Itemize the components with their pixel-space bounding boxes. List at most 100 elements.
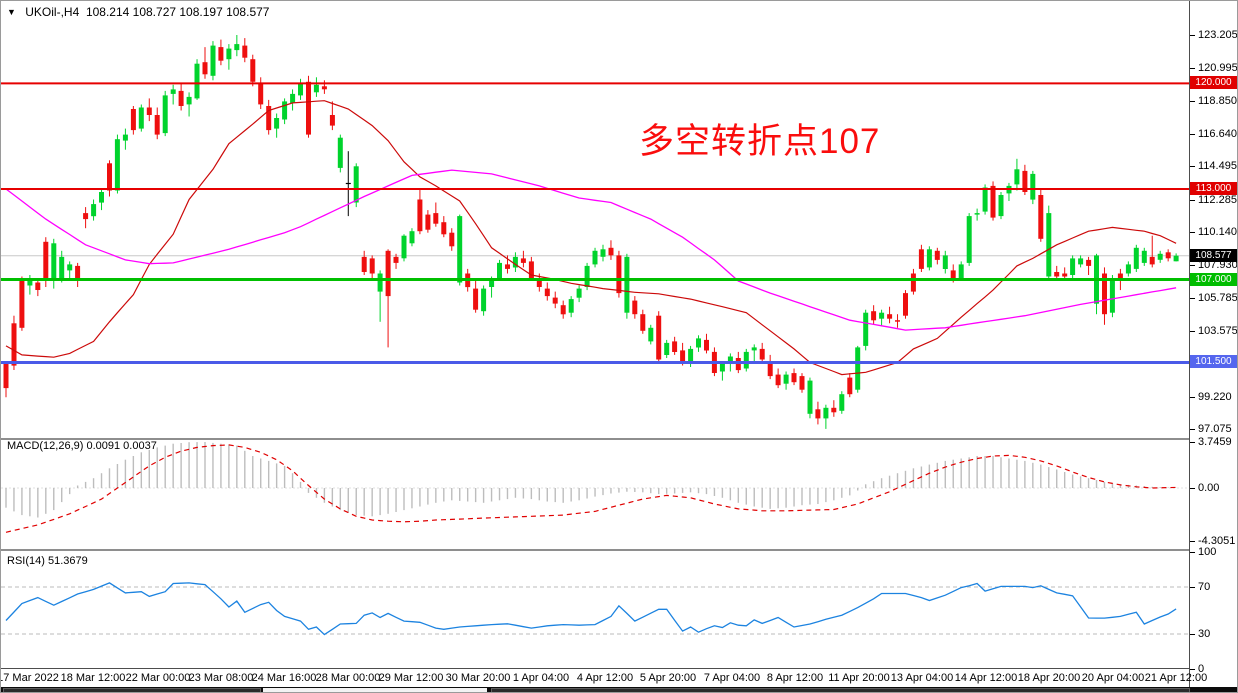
price-tick-label: 99.220 [1198,391,1232,403]
rsi-label: RSI(14) 51.3679 [7,555,88,567]
price-tick-label: 107.930 [1198,259,1238,271]
macd-panel[interactable] [1,439,1189,549]
macd-tick-label: 3.7459 [1198,436,1232,448]
ma-fast-red-line [5,100,1177,376]
candle-body [735,358,741,371]
price-tick-mark [1190,298,1195,299]
candle-body [910,273,916,292]
candle-body [783,374,789,384]
candle-body [1030,173,1036,200]
candle-body [990,185,996,218]
candle-body [640,314,646,331]
ohlc-values: 108.214 108.727 108.197 108.577 [85,5,270,19]
candle-body [871,311,877,321]
candle-body [648,327,654,342]
candle-body [767,361,773,377]
price-axis[interactable] [1189,1,1237,687]
candle-body [958,264,964,278]
panel-separator[interactable] [1,438,1189,440]
candle-body [306,81,311,135]
chart-text-annotation[interactable]: 多空转折点107 [639,122,881,161]
candle-body [982,187,988,212]
candle-body [122,134,128,141]
candle-body [560,305,566,315]
chart-collapse-triangle-icon[interactable]: ▼ [7,7,16,17]
time-axis-label: 21 Apr 12:00 [1144,672,1208,684]
time-axis-label: 28 Mar 00:00 [315,672,381,684]
macd-label: MACD(12,26,9) 0.0091 0.0037 [7,440,157,452]
candle-body [1149,256,1155,265]
price-badge: 107.000 [1190,273,1237,286]
candle-body [154,115,160,135]
price-tick-label: 116.640 [1198,128,1237,140]
candle-body [751,347,757,351]
candle-body [11,323,17,366]
candle-body [67,264,73,271]
price-tick-mark [1190,200,1195,201]
price-tick-label: 110.140 [1198,226,1237,238]
candle-body [576,288,582,298]
candle-body [313,84,319,93]
candle-body [656,315,662,360]
candle-body [839,394,845,411]
candle-body [568,299,574,313]
candle-body [266,106,272,131]
time-axis-label: 5 Apr 20:00 [639,672,697,684]
rsi-tick-mark [1190,669,1195,670]
candle-body [624,256,630,313]
price-tick-mark [1190,35,1195,36]
candle-body [218,47,224,61]
candle-body [608,247,614,256]
time-axis-label: 8 Apr 12:00 [766,672,824,684]
candle-body [481,288,487,312]
panel-separator[interactable] [1,549,1189,551]
candle-body [409,231,415,244]
price-badge: 120.000 [1190,76,1237,89]
candle-body [449,232,455,247]
main-price-chart[interactable] [1,1,1189,438]
candle-body [775,374,781,386]
ma-slow-magenta-line [5,169,1177,331]
time-axis-label: 23 Mar 08:00 [188,672,254,684]
candle-body [807,380,813,414]
candle-body [863,312,869,346]
candle-body [600,249,606,257]
candle-body [823,407,829,419]
candle-body [584,265,590,287]
candle-body [688,348,694,364]
candle-body [1086,259,1092,266]
price-tick-label: 103.575 [1198,325,1238,337]
price-badge: 108.577 [1190,249,1237,262]
price-tick-label: 123.205 [1198,29,1238,41]
time-axis-label: 7 Apr 04:00 [703,672,761,684]
time-axis-label: 14 Apr 12:00 [954,672,1018,684]
time-axis-label: 30 Mar 20:00 [445,672,511,684]
candle-body [680,350,686,363]
window-bottom-strip [1,687,1237,692]
time-axis-label: 1 Apr 04:00 [512,672,570,684]
time-axis-label: 18 Mar 12:00 [60,672,126,684]
candle-body [194,63,200,99]
candle-body [361,256,367,272]
candle-body [337,137,343,168]
candle-body [799,376,805,390]
rsi-panel[interactable] [1,551,1189,668]
candle-body [1062,273,1068,277]
candle-body [934,250,940,260]
candle-body [107,163,112,191]
candle-body [1054,272,1060,277]
candle-body [1109,278,1115,313]
candle-body [903,293,908,316]
candle-body [146,107,152,115]
status-segment [3,688,261,692]
price-tick-mark [1190,166,1195,167]
price-badge: 101.500 [1190,355,1237,368]
status-segment [491,688,1190,692]
candle-body [815,409,821,419]
rsi-tick-label: 70 [1198,581,1211,593]
candle-body [417,199,423,232]
candle-body [1125,264,1131,274]
candle-body [489,279,495,287]
candle-body [353,166,359,203]
candle-body [441,222,447,235]
